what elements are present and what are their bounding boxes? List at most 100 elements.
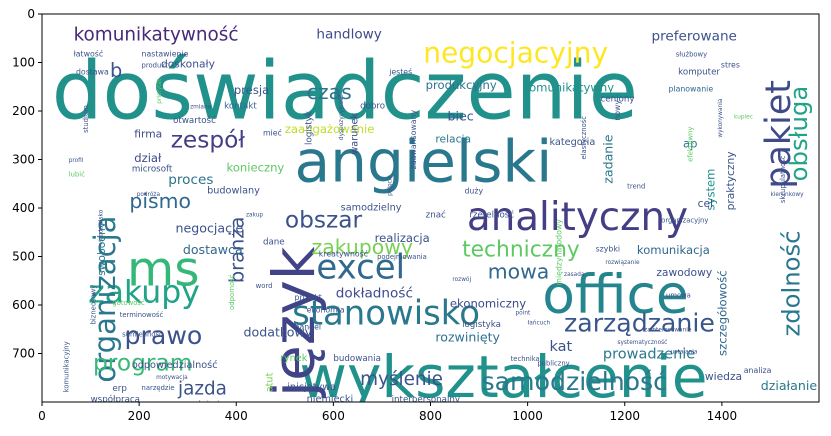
word-5: ms — [127, 242, 200, 298]
word-66: logistyk — [305, 111, 315, 145]
word-25: czas — [307, 80, 352, 104]
y-tick-label-7: 700 — [12, 347, 35, 361]
word-52: konieczny — [227, 161, 285, 175]
word-12: samodzielność — [481, 367, 667, 396]
word-96: studium — [82, 105, 90, 133]
word-145: komunikacyjny — [63, 341, 71, 392]
word-120: kupiec — [734, 114, 753, 120]
word-125: technika — [511, 355, 540, 363]
word-99: cel — [698, 197, 713, 210]
word-138: zmiana — [190, 105, 212, 111]
word-7: stanowisko — [292, 293, 480, 332]
word-8: excel — [316, 247, 405, 286]
word-103: trend — [627, 183, 645, 191]
word-110: sumienność — [122, 331, 163, 339]
word-45: realizacja — [375, 231, 430, 245]
word-112: zamówienie — [183, 400, 224, 408]
word-27: myślenie — [360, 369, 443, 390]
word-28: jazda — [177, 379, 227, 400]
word-19: techniczny — [462, 238, 580, 263]
word-24: pismo — [129, 189, 191, 213]
word-59: zadanie — [601, 134, 616, 184]
word-29: komunikatywność — [74, 25, 239, 46]
y-tick-label-6: 600 — [12, 298, 35, 312]
word-67: warunek — [350, 113, 361, 155]
word-11: pakiet — [759, 80, 799, 189]
word-13: zarządzanie — [564, 309, 715, 338]
word-86: erp — [112, 384, 127, 394]
word-46: komunikacja — [637, 243, 710, 257]
word-32: preferowane — [651, 29, 736, 45]
word-115: zainteresowanie — [644, 328, 692, 334]
word-54: firma — [134, 128, 162, 141]
word-109: terminowość — [120, 311, 164, 319]
word-68: ceniony — [600, 94, 634, 104]
word-26: branża — [226, 217, 249, 284]
word-142: podróża — [137, 191, 161, 198]
word-121: dyspozycyjność — [338, 95, 345, 141]
word-33: produkcyjny — [426, 78, 497, 92]
word-92: atut — [265, 372, 276, 392]
word-77: duży — [464, 186, 483, 195]
word-64: budowlany — [207, 185, 260, 196]
word-31: handlowy — [316, 26, 381, 42]
word-73: otwartość — [173, 115, 216, 126]
word-134: łańcuch — [528, 319, 551, 326]
x-tick-label-0: 0 — [38, 409, 46, 423]
word-6: analityczny — [467, 195, 688, 240]
word-135: point — [515, 311, 531, 317]
y-tick-label-1: 100 — [12, 56, 35, 70]
x-tick-label-3: 600 — [322, 409, 345, 423]
word-60: biec — [447, 109, 473, 124]
word-23: mowa — [488, 259, 550, 283]
word-41: negocjacje — [176, 220, 244, 235]
word-21: zespół — [171, 126, 246, 153]
word-106: analiza — [744, 366, 772, 375]
word-35: doskonały — [161, 57, 215, 70]
word-2: wykształcenie — [299, 343, 707, 411]
word-4: office — [542, 262, 689, 325]
word-94: nastawienie — [142, 50, 189, 59]
x-tick-label-2: 400 — [225, 409, 248, 423]
word-119: wykonywania — [718, 98, 724, 138]
word-90: projekt — [295, 293, 322, 302]
word-0: doświadczenie — [52, 44, 638, 137]
word-140: produkt — [142, 61, 169, 69]
word-89: handel — [295, 322, 322, 331]
word-56: kat — [549, 339, 572, 355]
word-55: ekonomiczny — [450, 296, 526, 310]
word-131: rozwiązanie — [605, 260, 640, 266]
word-116: ustalania — [671, 350, 698, 356]
word-124: elastyczność — [580, 116, 588, 160]
word-3: język — [260, 246, 328, 399]
y-axis: 0 100 200 300 400 500 600 700 — [12, 7, 42, 361]
word-15: zdolność — [777, 230, 806, 336]
x-tick-label-4: 800 — [419, 409, 442, 423]
word-105: szybki — [596, 245, 620, 254]
word-143: zakup — [246, 213, 263, 219]
word-78: rzetelność — [469, 210, 514, 221]
word-93: łatwość — [74, 50, 104, 59]
word-84: interpersonalny — [392, 395, 460, 405]
word-128: pojęcie — [388, 175, 394, 196]
word-102: nowy — [613, 100, 622, 121]
x-axis: 0 200 400 600 800 1000 1200 1400 — [38, 402, 737, 423]
word-141: jesteś — [388, 68, 412, 77]
word-139: priorytet — [157, 78, 163, 104]
word-81: podejmowania — [377, 253, 427, 261]
word-123: międzynarodowy — [555, 219, 564, 286]
word-136: lubić — [69, 170, 85, 178]
word-122: zaawansowany — [409, 110, 418, 170]
word-65: kontakt — [224, 102, 257, 112]
plot-background — [42, 14, 819, 402]
word-74: microsoft — [132, 165, 173, 175]
word-95: dostawa — [76, 68, 109, 77]
word-20: obszar — [285, 206, 363, 233]
y-tick-label-4: 400 — [12, 201, 35, 215]
word-79: logistyka — [462, 320, 501, 330]
x-tick-label-5: 1000 — [512, 409, 543, 423]
word-43: proces — [168, 172, 213, 188]
word-18: program — [93, 349, 192, 376]
word-114: organizacyjny — [661, 217, 708, 225]
